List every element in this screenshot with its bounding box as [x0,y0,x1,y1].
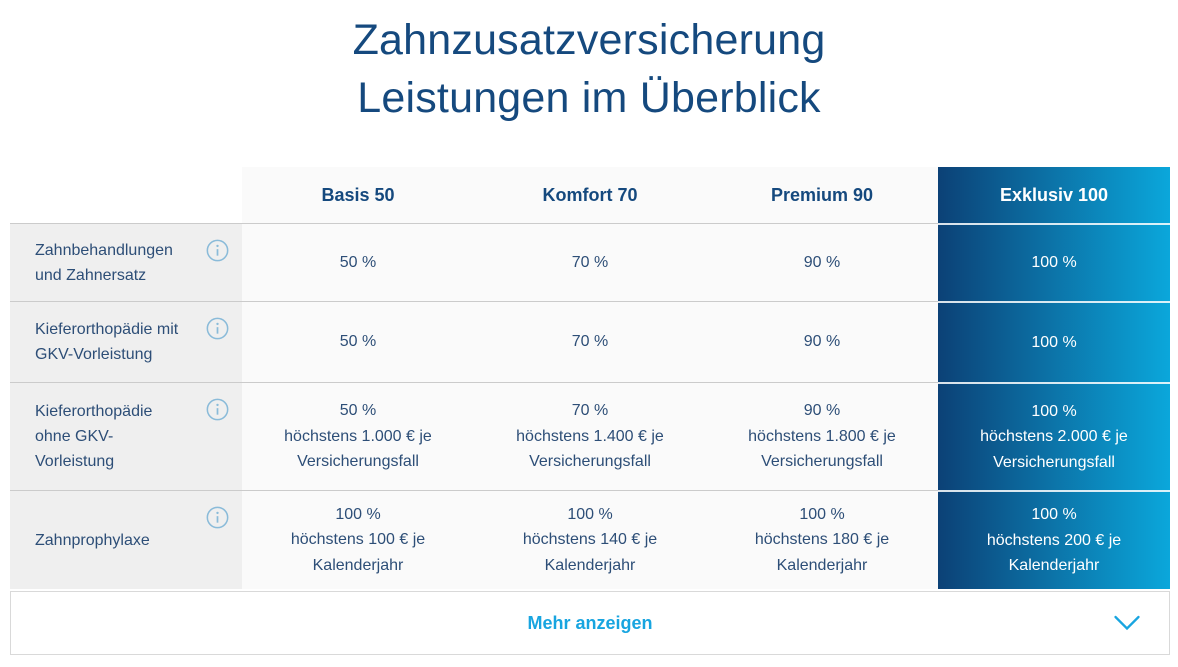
table-cell: 70 % [474,223,706,301]
table-corner-spacer [10,167,242,223]
column-header-premium-90: Premium 90 [706,167,938,223]
table-cell: 90 % [706,301,938,382]
row-label-text: Zahnprophylaxe [35,531,150,549]
cell-line: Versicherungsfall [529,453,651,471]
cell-line: 100 % [1031,254,1077,272]
show-more-label: Mehr anzeigen [527,612,653,633]
table-cell: 50 % [242,223,474,301]
cell-line: höchstens 1.400 € je [516,427,664,445]
cell-line: 100 % [799,505,845,523]
info-icon[interactable] [206,506,229,529]
cell-line: Versicherungsfall [297,453,419,471]
table-cell: 100 % höchstens 100 € je Kalenderjahr [242,490,474,589]
cell-line: 70 % [571,253,609,271]
page-title: Zahnzusatzversicherung Leistungen im Übe… [0,11,1178,127]
row-label-text: Kieferorthopädie mit GKV-Vorleistung [35,321,179,363]
cell-line: höchstens 180 € je [754,531,890,549]
cell-line: 90 % [803,402,841,420]
cell-line: 100 % [567,505,613,523]
cell-line: Kalenderjahr [776,556,868,574]
row-label-text: Kieferorthopädie ohne GKV-Vorleistung [35,403,153,470]
table-cell: 90 % höchstens 1.800 € je Versicherungsf… [706,382,938,490]
comparison-table: Basis 50 Komfort 70 Premium 90 Exklusiv … [10,167,1170,589]
cell-line: Kalenderjahr [544,556,636,574]
row-label-zahnbehandlungen: Zahnbehandlungen und Zahnersatz [10,223,242,301]
cell-line: höchstens 2.000 € je [980,428,1128,446]
cell-line: 70 % [571,402,609,420]
cell-line: 90 % [803,333,841,351]
table-cell: 70 % höchstens 1.400 € je Versicherungsf… [474,382,706,490]
cell-line: Kalenderjahr [312,556,404,574]
cell-line: Versicherungsfall [993,453,1115,471]
info-icon[interactable] [206,317,229,340]
cell-line: 50 % [339,253,377,271]
info-icon[interactable] [206,398,229,421]
row-label-text: Zahnbehandlungen und Zahnersatz [35,241,173,284]
page-title-line2: Leistungen im Überblick [357,74,821,122]
table-cell: 90 % [706,223,938,301]
cell-line: 100 % [1031,402,1077,420]
table-cell: 50 % höchstens 1.000 € je Versicherungsf… [242,382,474,490]
row-label-kfo-ohne-gkv: Kieferorthopädie ohne GKV-Vorleistung [10,382,242,490]
row-label-kfo-mit-gkv: Kieferorthopädie mit GKV-Vorleistung [10,301,242,382]
table-cell: 50 % [242,301,474,382]
cell-line: höchstens 100 € je [290,531,426,549]
column-header-basis-50: Basis 50 [242,167,474,223]
table-cell-highlighted: 100 % höchstens 2.000 € je Versicherungs… [938,382,1170,490]
cell-line: höchstens 140 € je [522,531,658,549]
cell-line: Kalenderjahr [1008,557,1100,575]
cell-line: 100 % [1031,333,1077,351]
cell-line: 100 % [1031,506,1077,524]
info-icon[interactable] [206,239,229,262]
table-cell-highlighted: 100 % höchstens 200 € je Kalenderjahr [938,490,1170,589]
table-cell-highlighted: 100 % [938,223,1170,301]
cell-line: höchstens 1.000 € je [284,427,432,445]
table-cell: 100 % höchstens 140 € je Kalenderjahr [474,490,706,589]
table-cell: 70 % [474,301,706,382]
column-header-exklusiv-100: Exklusiv 100 [938,167,1170,223]
cell-line: 70 % [571,333,609,351]
chevron-down-icon[interactable] [1113,615,1141,631]
cell-line: 100 % [335,505,381,523]
page-title-line1: Zahnzusatzversicherung [352,16,826,64]
table-cell: 100 % höchstens 180 € je Kalenderjahr [706,490,938,589]
cell-line: Versicherungsfall [761,453,883,471]
cell-line: höchstens 1.800 € je [748,427,896,445]
show-more-button[interactable]: Mehr anzeigen [10,591,1170,655]
column-header-komfort-70: Komfort 70 [474,167,706,223]
cell-line: 90 % [803,253,841,271]
row-label-zahnprophylaxe: Zahnprophylaxe [10,490,242,589]
cell-line: 50 % [339,333,377,351]
cell-line: 50 % [339,402,377,420]
table-cell-highlighted: 100 % [938,301,1170,382]
cell-line: höchstens 200 € je [986,531,1122,549]
